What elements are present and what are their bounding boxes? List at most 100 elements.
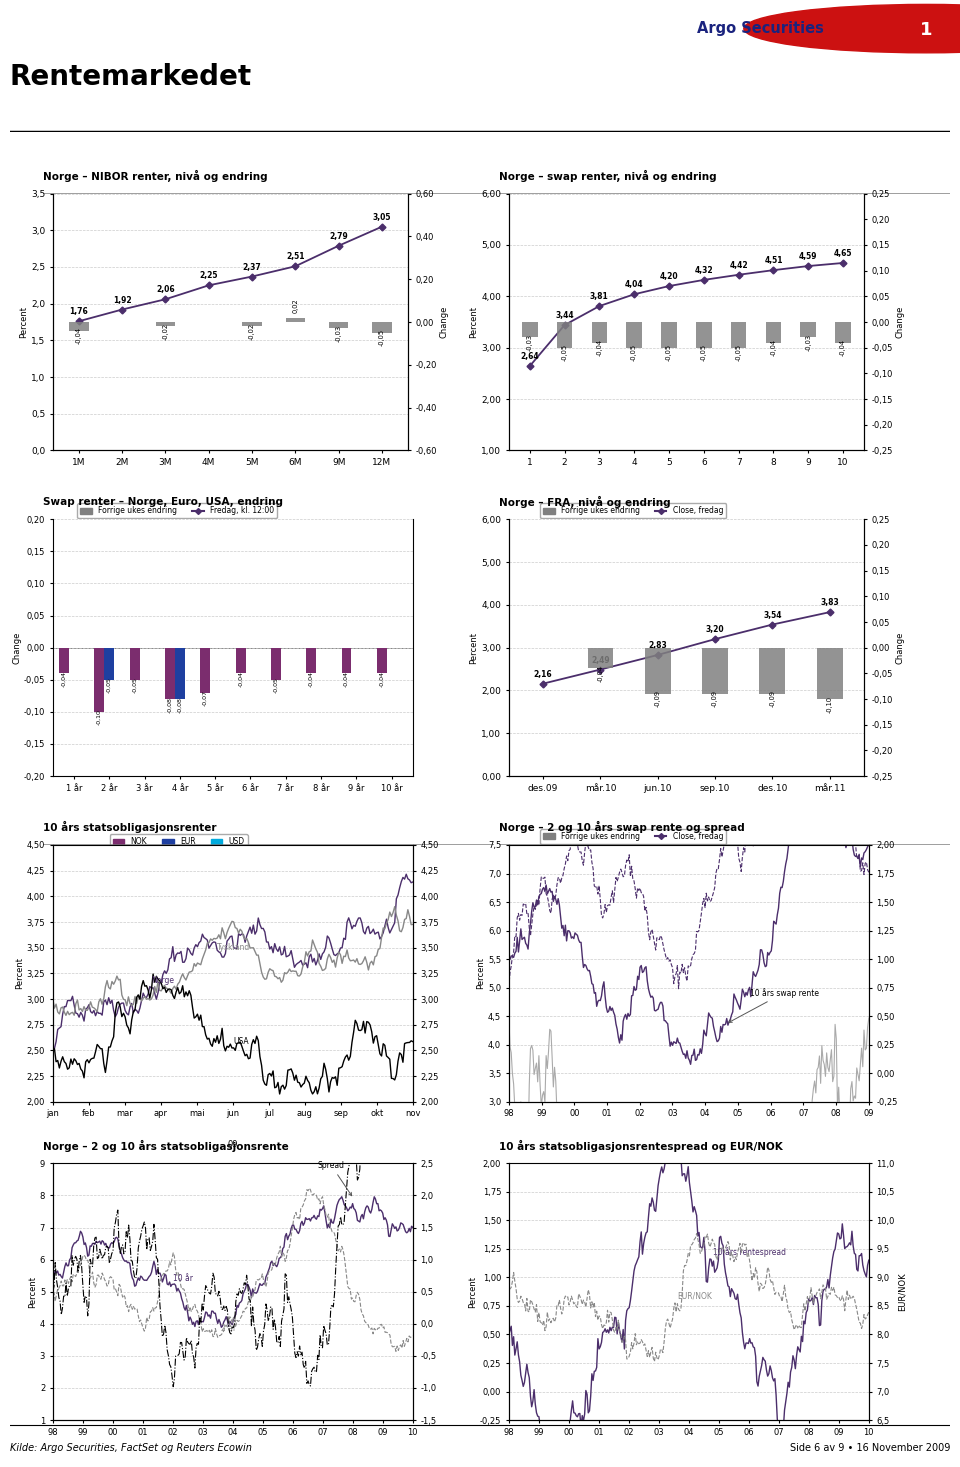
Text: -0,08: -0,08: [178, 697, 182, 713]
Bar: [759, 647, 785, 694]
Text: 4,51: 4,51: [764, 257, 782, 266]
Bar: [817, 647, 843, 698]
Text: 10 års statsobligasjonsrenter: 10 års statsobligasjonsrenter: [43, 822, 217, 833]
Text: -0,10: -0,10: [827, 695, 832, 713]
Bar: [766, 321, 781, 342]
Text: -0,05: -0,05: [379, 329, 385, 346]
Text: Rentemarkedet: Rentemarkedet: [10, 63, 252, 91]
Text: -0,04: -0,04: [840, 339, 846, 356]
Text: Side 6 av 9 • 16 November 2009: Side 6 av 9 • 16 November 2009: [790, 1444, 950, 1454]
Y-axis label: Change: Change: [896, 631, 904, 665]
Text: -0,02: -0,02: [162, 323, 168, 340]
Text: 4,20: 4,20: [660, 271, 679, 282]
Bar: [801, 321, 816, 337]
Y-axis label: Change: Change: [440, 305, 449, 339]
Bar: [201, 647, 210, 692]
Text: Norge – NIBOR renter, nivå og endring: Norge – NIBOR renter, nivå og endring: [43, 170, 268, 182]
Bar: [329, 321, 348, 329]
Text: -0,05: -0,05: [562, 345, 567, 361]
Bar: [591, 321, 607, 342]
Text: -0,04: -0,04: [596, 339, 602, 356]
Text: -0,04: -0,04: [61, 670, 66, 687]
Text: -0,03: -0,03: [336, 324, 342, 342]
Bar: [156, 321, 175, 326]
Text: 2,64: 2,64: [520, 352, 539, 361]
Text: 3,05: 3,05: [372, 213, 392, 222]
Text: 2,25: 2,25: [200, 271, 218, 280]
Bar: [105, 647, 114, 679]
Text: 4,04: 4,04: [625, 280, 643, 289]
Text: 2,16: 2,16: [534, 669, 553, 679]
Bar: [626, 321, 642, 348]
Text: 0,02: 0,02: [293, 298, 299, 312]
Text: 10 års rentespread: 10 års rentespread: [713, 1247, 786, 1257]
Text: -0,04: -0,04: [309, 670, 314, 687]
Bar: [557, 321, 572, 348]
Text: Swap renter – Norge, Euro, USA, endring: Swap renter – Norge, Euro, USA, endring: [43, 496, 283, 506]
Text: 3,81: 3,81: [590, 292, 609, 301]
Text: -0,05: -0,05: [701, 345, 707, 361]
Bar: [372, 321, 392, 333]
Text: Spread: Spread: [318, 1160, 351, 1196]
Circle shape: [744, 4, 960, 53]
Bar: [165, 647, 175, 698]
Text: 2,83: 2,83: [648, 641, 667, 650]
Text: 1,92: 1,92: [112, 295, 132, 305]
Text: 4,59: 4,59: [799, 252, 818, 261]
Text: -0,05: -0,05: [631, 345, 637, 361]
Text: 2,79: 2,79: [329, 232, 348, 241]
Text: Norge – 2 og 10 års statsobligasjonsrente: Norge – 2 og 10 års statsobligasjonsrent…: [43, 1140, 289, 1152]
Text: -0,09: -0,09: [769, 691, 776, 707]
Text: 10 års statsobligasjonsrentespread og EUR/NOK: 10 års statsobligasjonsrentespread og EU…: [499, 1140, 783, 1152]
Text: Norge – 2 og 10 års swap rente og spread: Norge – 2 og 10 års swap rente og spread: [499, 822, 745, 833]
Bar: [235, 647, 246, 673]
Text: -0,05: -0,05: [132, 678, 137, 694]
Bar: [522, 321, 538, 337]
Bar: [175, 647, 184, 698]
Text: 4,32: 4,32: [694, 266, 713, 274]
Text: Norge – swap renter, nivå og endring: Norge – swap renter, nivå og endring: [499, 170, 717, 182]
Y-axis label: Percent: Percent: [14, 958, 24, 989]
Text: -0,03: -0,03: [805, 334, 811, 351]
Text: Kilde: Argo Securities, FactSet og Reuters Ecowin: Kilde: Argo Securities, FactSet og Reute…: [10, 1444, 252, 1454]
Y-axis label: Change: Change: [12, 631, 21, 665]
Text: 3,83: 3,83: [820, 599, 839, 607]
Text: EUR/NOK: EUR/NOK: [678, 1291, 712, 1300]
Legend: Forrige ukes endring, Close, fredag: Forrige ukes endring, Close, fredag: [540, 503, 726, 518]
Text: -0,05: -0,05: [735, 345, 742, 361]
Text: 2,49: 2,49: [591, 656, 610, 665]
Bar: [94, 647, 105, 711]
Text: -0,09: -0,09: [655, 691, 660, 707]
Legend: Norway, NOK, Germany, EUR, United States, USD: Norway, NOK, Germany, EUR, United States…: [69, 1177, 324, 1188]
Text: Argo Securities: Argo Securities: [697, 21, 824, 37]
Text: 2,51: 2,51: [286, 252, 304, 261]
Text: 10 år: 10 år: [173, 1273, 193, 1284]
Bar: [130, 647, 139, 679]
Text: USA: USA: [233, 1037, 250, 1046]
Bar: [645, 647, 671, 694]
Text: -0,04: -0,04: [597, 665, 604, 682]
Y-axis label: Percent: Percent: [476, 958, 485, 989]
Text: -0,02: -0,02: [249, 323, 255, 340]
Y-axis label: Percent: Percent: [469, 307, 478, 337]
Text: -0,04: -0,04: [771, 339, 777, 356]
Text: Norge: Norge: [152, 976, 175, 984]
Text: 1,76: 1,76: [69, 307, 88, 317]
Text: -0,04: -0,04: [344, 670, 348, 687]
Text: 1: 1: [920, 21, 932, 38]
Text: -0,04: -0,04: [379, 670, 384, 687]
Bar: [271, 647, 280, 679]
Y-axis label: Percent: Percent: [468, 1276, 477, 1307]
Bar: [242, 321, 262, 326]
Text: 2 år: 2 år: [222, 1325, 236, 1334]
Y-axis label: Percent: Percent: [469, 632, 478, 663]
Text: -0,03: -0,03: [527, 334, 533, 351]
Text: 4,42: 4,42: [730, 261, 748, 270]
Text: -0,10: -0,10: [97, 710, 102, 725]
Bar: [661, 321, 677, 348]
Bar: [696, 321, 711, 348]
Legend: NOK, EUR, USD: NOK, EUR, USD: [110, 835, 248, 849]
Text: -0,09: -0,09: [712, 691, 718, 707]
Y-axis label: EUR/NOK: EUR/NOK: [898, 1272, 906, 1311]
Bar: [286, 318, 305, 321]
